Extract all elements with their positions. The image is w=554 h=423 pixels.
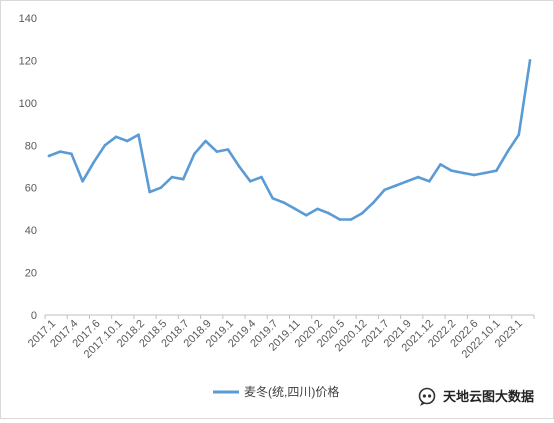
- y-tick-label: 120: [19, 55, 37, 67]
- data-point: [461, 171, 465, 175]
- y-axis: 0 20 40 60 80 100 120 140: [19, 13, 37, 322]
- data-point: [249, 180, 252, 183]
- data-point: [260, 175, 263, 179]
- y-tick-label: 100: [19, 98, 37, 110]
- data-point: [148, 190, 151, 194]
- data-point: [349, 218, 353, 221]
- wechat-official-account-icon: [418, 387, 436, 406]
- data-point: [237, 165, 241, 168]
- y-tick-label: 40: [25, 225, 37, 237]
- data-point: [484, 171, 487, 175]
- data-point: [103, 144, 107, 147]
- legend[interactable]: 麦冬(统,四川)价格: [213, 384, 339, 399]
- data-point: [506, 150, 509, 153]
- data-point: [114, 135, 118, 139]
- series-line: [47, 59, 532, 221]
- data-point: [428, 180, 431, 183]
- data-point: [405, 180, 409, 183]
- data-point: [360, 211, 364, 215]
- data-point: [92, 161, 95, 164]
- data-point: [282, 201, 286, 204]
- data-point: [81, 180, 84, 183]
- data-point: [316, 207, 319, 211]
- data-point: [126, 139, 129, 143]
- data-point: [528, 59, 532, 62]
- data-point: [159, 186, 163, 189]
- data-point: [305, 214, 308, 217]
- data-point: [193, 152, 196, 156]
- watermark-text: 天地云图大数据: [443, 389, 534, 404]
- data-point: [215, 150, 219, 153]
- legend-label: 麦冬(统,四川)价格: [244, 384, 339, 399]
- data-point: [181, 177, 185, 181]
- data-point: [170, 175, 174, 179]
- data-point: [450, 169, 454, 172]
- data-point: [338, 218, 342, 221]
- data-point: [394, 184, 398, 187]
- data-point: [472, 173, 476, 177]
- watermark: 天地云图大数据: [418, 387, 534, 406]
- y-tick-label: 140: [19, 13, 37, 25]
- data-point: [58, 150, 62, 153]
- data-point: [383, 188, 386, 192]
- data-point: [416, 175, 420, 179]
- y-tick-label: 0: [31, 310, 37, 322]
- data-point: [70, 152, 73, 156]
- data-point: [439, 163, 442, 166]
- data-point: [226, 148, 230, 151]
- y-tick-label: 80: [25, 140, 37, 152]
- y-tick-label: 20: [25, 268, 37, 280]
- data-point: [137, 133, 140, 136]
- y-tick-label: 60: [25, 183, 37, 195]
- data-point: [47, 154, 51, 158]
- data-point: [327, 211, 331, 215]
- data-point: [271, 197, 275, 200]
- data-point: [293, 207, 297, 211]
- x-axis: 2017.12017.42017.62017.10.12018.22018.52…: [26, 314, 535, 361]
- data-point: [495, 169, 498, 172]
- series-layer: [47, 59, 532, 221]
- data-point: [517, 133, 521, 136]
- data-point: [204, 139, 207, 143]
- data-point: [372, 201, 375, 204]
